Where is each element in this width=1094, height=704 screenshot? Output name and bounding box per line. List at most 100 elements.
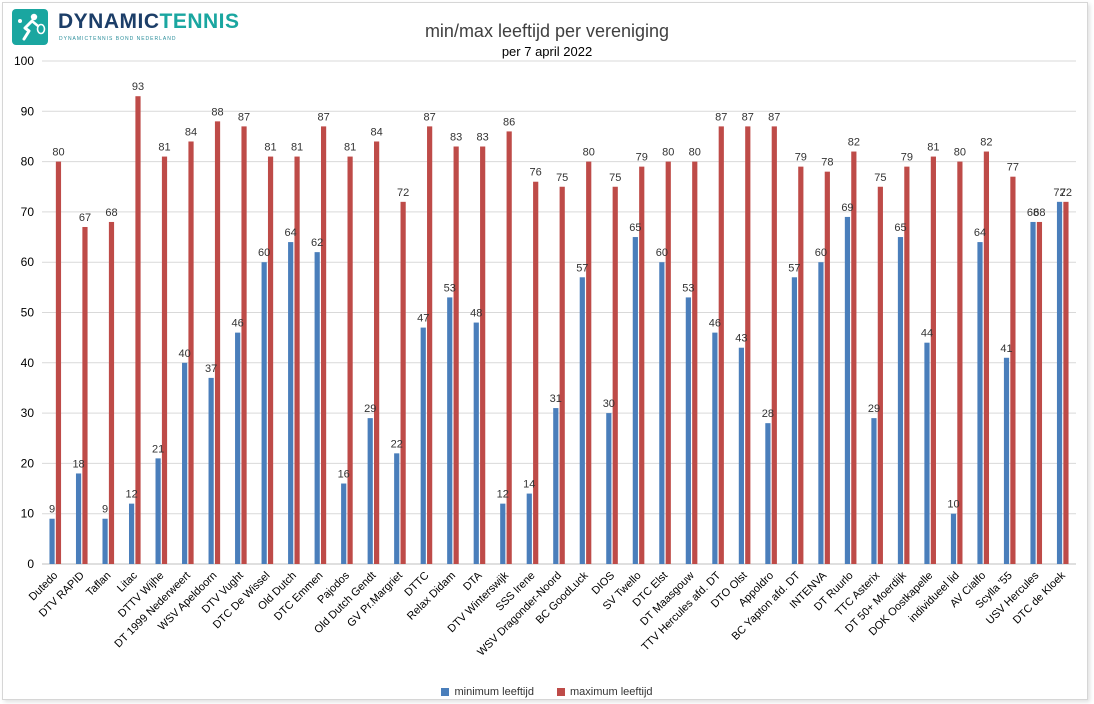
y-tick-label: 90 bbox=[21, 104, 35, 118]
bar-max[interactable] bbox=[161, 156, 168, 564]
bar-max[interactable] bbox=[586, 161, 592, 564]
data-label-max: 79 bbox=[795, 152, 807, 164]
bar-max[interactable] bbox=[1036, 221, 1043, 564]
bar-max[interactable] bbox=[957, 161, 963, 564]
bar-max[interactable] bbox=[55, 161, 62, 564]
bar-max[interactable] bbox=[374, 141, 380, 565]
bar-min[interactable] bbox=[924, 342, 930, 564]
bar-max[interactable] bbox=[241, 126, 247, 564]
bar-min[interactable] bbox=[1003, 357, 1010, 564]
bar-min[interactable] bbox=[526, 493, 532, 564]
bar-max[interactable] bbox=[877, 186, 883, 564]
bar-max[interactable] bbox=[851, 151, 857, 565]
bar-max[interactable] bbox=[692, 161, 698, 564]
bar-max[interactable] bbox=[320, 126, 327, 564]
logo-wordmark: DYNAMICTENNIS bbox=[58, 10, 240, 34]
bar-min[interactable] bbox=[447, 297, 453, 564]
bar-min[interactable] bbox=[182, 362, 188, 564]
bar-min[interactable] bbox=[1030, 221, 1036, 564]
data-label-min: 21 bbox=[152, 443, 164, 455]
bar-min[interactable] bbox=[553, 408, 559, 564]
bar-max[interactable] bbox=[453, 146, 459, 564]
bar-min[interactable] bbox=[659, 262, 665, 564]
data-label-min: 57 bbox=[788, 262, 800, 274]
data-label-min: 40 bbox=[178, 348, 190, 360]
bar-max[interactable] bbox=[427, 126, 433, 564]
bar-min[interactable] bbox=[49, 518, 55, 564]
bar-max[interactable] bbox=[771, 126, 777, 564]
bar-min[interactable] bbox=[950, 513, 957, 564]
bar-max[interactable] bbox=[665, 161, 671, 564]
bar-min[interactable] bbox=[818, 262, 824, 564]
bar-min[interactable] bbox=[1056, 201, 1063, 564]
bar-max[interactable] bbox=[135, 96, 141, 565]
data-label-min: 16 bbox=[338, 469, 350, 481]
bar-min[interactable] bbox=[367, 418, 373, 564]
bar-min[interactable] bbox=[871, 418, 877, 564]
bar-max[interactable] bbox=[1063, 201, 1069, 564]
bar-min[interactable] bbox=[606, 413, 612, 564]
data-label-max: 87 bbox=[715, 111, 727, 123]
bar-max[interactable] bbox=[347, 156, 353, 564]
bar-min[interactable] bbox=[155, 458, 161, 564]
bar-max[interactable] bbox=[294, 156, 300, 564]
bar-min[interactable] bbox=[341, 483, 347, 564]
bars bbox=[49, 96, 1069, 565]
bar-min[interactable] bbox=[500, 503, 506, 564]
bar-max[interactable] bbox=[930, 156, 936, 564]
bar-max[interactable] bbox=[400, 201, 406, 564]
legend-item-max[interactable]: maximum leeftijd bbox=[557, 686, 653, 698]
bar-min[interactable] bbox=[314, 252, 320, 564]
data-label-min: 14 bbox=[523, 479, 535, 491]
bar-max[interactable] bbox=[506, 131, 512, 565]
logo-word-dynamic: DYNAMIC bbox=[58, 10, 160, 33]
bar-min[interactable] bbox=[261, 262, 267, 564]
bar-max[interactable] bbox=[480, 146, 486, 564]
bar-max[interactable] bbox=[188, 141, 194, 565]
data-label-max: 79 bbox=[901, 152, 913, 164]
bar-max[interactable] bbox=[82, 226, 88, 565]
bar-min[interactable] bbox=[473, 322, 479, 564]
bar-max[interactable] bbox=[904, 166, 910, 564]
data-label-min: 43 bbox=[735, 333, 747, 345]
bar-max[interactable] bbox=[824, 171, 830, 564]
bar-min[interactable] bbox=[791, 277, 798, 564]
data-label-min: 12 bbox=[497, 489, 509, 501]
bar-min[interactable] bbox=[420, 327, 426, 564]
bar-max[interactable] bbox=[798, 166, 804, 564]
bar-min[interactable] bbox=[128, 503, 135, 564]
data-label-max: 86 bbox=[503, 116, 515, 128]
bar-min[interactable] bbox=[897, 237, 904, 565]
bar-min[interactable] bbox=[102, 518, 108, 564]
bar-min[interactable] bbox=[977, 242, 983, 564]
data-label-max: 80 bbox=[689, 147, 701, 159]
bar-min[interactable] bbox=[235, 332, 241, 564]
data-label-min: 60 bbox=[258, 247, 270, 259]
bar-max[interactable] bbox=[559, 186, 565, 564]
bar-max[interactable] bbox=[108, 221, 115, 564]
bar-min[interactable] bbox=[75, 473, 82, 564]
legend-item-min[interactable]: minimum leeftijd bbox=[441, 686, 534, 698]
bar-min[interactable] bbox=[288, 242, 294, 564]
bar-max[interactable] bbox=[718, 126, 724, 564]
bar-max[interactable] bbox=[533, 181, 539, 564]
bar-max[interactable] bbox=[983, 151, 990, 565]
bar-max[interactable] bbox=[214, 121, 221, 565]
bar-max[interactable] bbox=[639, 166, 645, 564]
bar-min[interactable] bbox=[738, 347, 744, 564]
bar-max[interactable] bbox=[745, 126, 751, 564]
bar-min[interactable] bbox=[579, 277, 585, 564]
bar-min[interactable] bbox=[208, 377, 214, 564]
bar-min[interactable] bbox=[765, 423, 771, 564]
data-label-min: 53 bbox=[682, 282, 694, 294]
bar-min[interactable] bbox=[632, 237, 638, 565]
bar-min[interactable] bbox=[394, 453, 400, 564]
bar-min[interactable] bbox=[844, 216, 851, 564]
bar-min[interactable] bbox=[712, 332, 718, 564]
data-label-min: 30 bbox=[603, 398, 615, 410]
bar-min[interactable] bbox=[685, 297, 691, 564]
data-label-min: 62 bbox=[311, 237, 323, 249]
bar-max[interactable] bbox=[267, 156, 274, 564]
bar-max[interactable] bbox=[1010, 176, 1016, 564]
bar-max[interactable] bbox=[612, 186, 618, 564]
